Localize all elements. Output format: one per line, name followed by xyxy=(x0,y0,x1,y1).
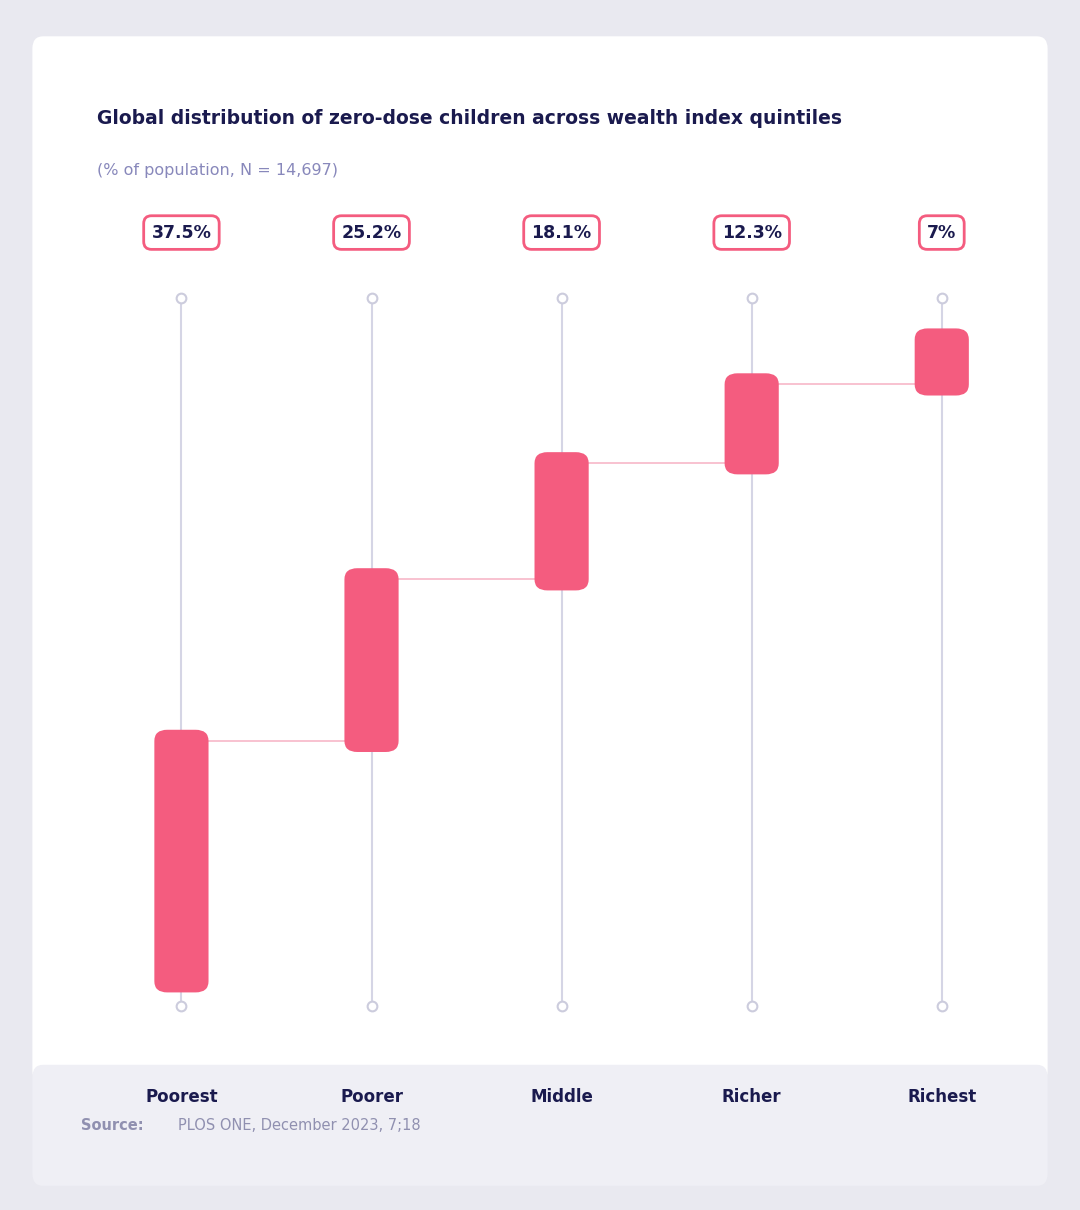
FancyBboxPatch shape xyxy=(32,1065,1048,1186)
Text: Poorer: Poorer xyxy=(340,1088,403,1106)
Text: Middle: Middle xyxy=(530,1088,593,1106)
FancyBboxPatch shape xyxy=(32,36,1048,1083)
Text: 37.5%: 37.5% xyxy=(151,224,212,242)
Text: Global distribution of zero-dose children across wealth index quintiles: Global distribution of zero-dose childre… xyxy=(97,109,842,128)
Text: (% of population, N = 14,697): (% of population, N = 14,697) xyxy=(97,163,338,178)
FancyBboxPatch shape xyxy=(915,328,969,396)
Text: 25.2%: 25.2% xyxy=(341,224,402,242)
FancyBboxPatch shape xyxy=(154,730,208,992)
FancyBboxPatch shape xyxy=(345,569,399,751)
Text: 7%: 7% xyxy=(927,224,957,242)
FancyBboxPatch shape xyxy=(535,453,589,590)
Text: Richer: Richer xyxy=(721,1088,782,1106)
FancyBboxPatch shape xyxy=(725,374,779,474)
Text: Poorest: Poorest xyxy=(145,1088,218,1106)
Text: Source:: Source: xyxy=(81,1118,144,1133)
Text: Richest: Richest xyxy=(907,1088,976,1106)
Text: 18.1%: 18.1% xyxy=(531,224,592,242)
Text: 12.3%: 12.3% xyxy=(721,224,782,242)
Text: PLOS ONE, December 2023, 7;18: PLOS ONE, December 2023, 7;18 xyxy=(178,1118,421,1133)
